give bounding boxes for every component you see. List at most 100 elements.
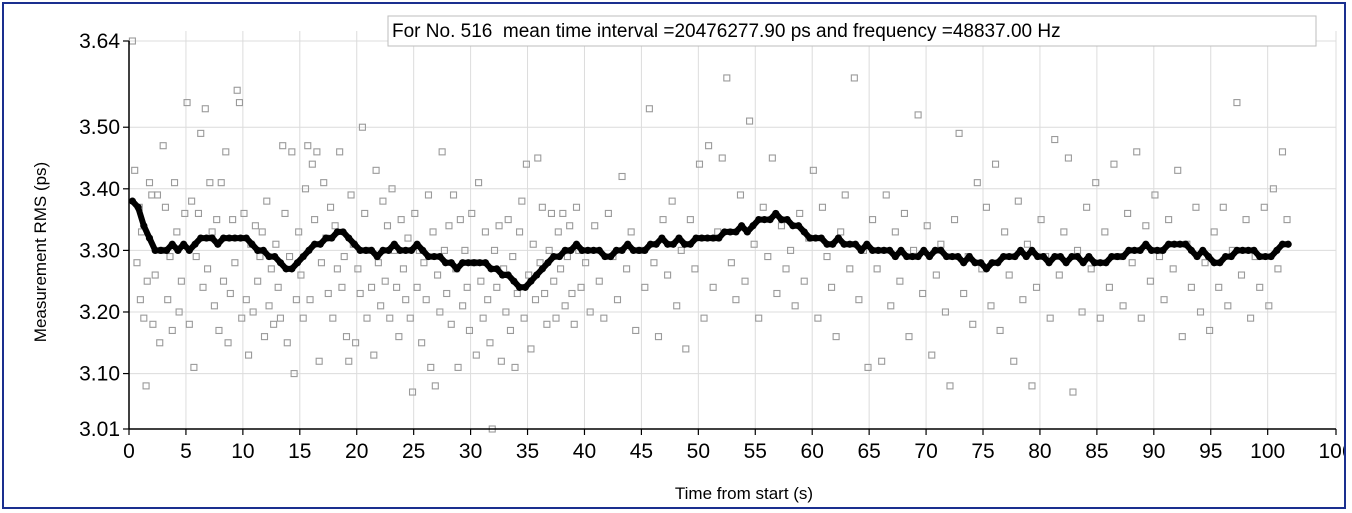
running-mean-point (829, 240, 837, 248)
annotation-box (387, 15, 1317, 47)
running-mean-point (1244, 246, 1252, 254)
measurement-point (472, 351, 480, 359)
measurement-point (449, 191, 458, 199)
running-mean-point (886, 246, 894, 254)
measurement-point (270, 320, 278, 328)
measurement-point (136, 296, 144, 304)
measurement-point (240, 209, 248, 217)
measurement-point (1187, 283, 1195, 291)
measurement-point (1278, 148, 1287, 156)
running-mean-point (806, 234, 814, 242)
measurement-point (386, 314, 394, 322)
running-mean-point (675, 234, 683, 242)
running-mean-point (601, 252, 609, 261)
y-tick-label: 3.40 (79, 178, 120, 201)
running-mean-point (726, 228, 734, 236)
running-mean-point (385, 246, 393, 254)
running-mean-point (328, 234, 336, 242)
running-mean-point (498, 271, 507, 279)
running-mean-point (447, 259, 455, 267)
running-mean-point (493, 265, 501, 273)
measurement-point (873, 265, 881, 273)
measurement-point (148, 191, 156, 199)
running-mean-point (476, 259, 484, 267)
running-mean-point (1005, 252, 1013, 261)
measurement-point (773, 289, 781, 298)
measurement-point (695, 160, 704, 168)
y-tick-label: 3.20 (79, 301, 120, 324)
measurement-point (306, 296, 314, 304)
measurement-point (645, 105, 653, 113)
running-mean-point (789, 222, 797, 230)
running-mean-point (1091, 259, 1099, 267)
measurement-point (996, 326, 1004, 335)
running-mean-point (1159, 246, 1167, 254)
measurement-point (1256, 283, 1264, 291)
measurement-point (140, 314, 148, 322)
measurement-point (367, 283, 376, 291)
running-mean-point (561, 246, 569, 254)
measurement-point (570, 320, 578, 328)
measurement-point (878, 357, 886, 365)
measurement-point (251, 222, 259, 230)
running-mean-point (977, 259, 985, 267)
running-mean-point (669, 240, 677, 248)
measurement-point (438, 148, 446, 156)
measurement-point (568, 289, 576, 298)
measurement-point (436, 308, 444, 316)
running-mean-point (1096, 259, 1104, 267)
y-tick-label: 3.50 (79, 116, 120, 139)
running-mean-point (527, 277, 535, 285)
running-mean-point (134, 203, 142, 211)
measurement-point (654, 333, 663, 341)
running-mean-point (777, 216, 786, 224)
measurement-point (204, 265, 212, 273)
measurement-point (197, 129, 205, 137)
measurement-point (832, 333, 840, 341)
running-mean-point (954, 252, 962, 261)
running-mean-point (709, 234, 717, 242)
measurement-point (882, 191, 890, 199)
measurement-point (864, 363, 872, 371)
running-mean-point (504, 271, 512, 279)
measurement-point (559, 209, 567, 217)
measurement-point (600, 314, 608, 322)
measurement-point (1119, 302, 1127, 310)
running-mean-point (840, 240, 848, 248)
measurement-point (855, 296, 863, 304)
measurement-point (746, 117, 754, 125)
measurement-point (1105, 283, 1113, 291)
running-mean-point (618, 246, 626, 254)
measurement-point (475, 179, 483, 187)
running-mean-point (612, 246, 620, 254)
running-mean-point (174, 246, 182, 254)
x-tick-label: 100 (1250, 440, 1285, 463)
running-mean-point (766, 216, 774, 224)
running-mean-point (1165, 240, 1173, 248)
measurement-point (506, 326, 515, 335)
measurement-point (397, 216, 405, 224)
measurement-point (361, 209, 369, 217)
measurement-point (173, 228, 181, 236)
measurement-point (618, 172, 626, 181)
measurement-point (1265, 302, 1273, 310)
measurement-point (347, 191, 355, 199)
measurement-point (787, 246, 795, 254)
running-mean-line (128, 197, 1292, 291)
running-mean-point (874, 246, 882, 254)
running-mean-point (208, 234, 216, 242)
measurement-point (1192, 203, 1200, 211)
measurement-point (1242, 216, 1250, 224)
running-mean-point (1062, 259, 1070, 267)
running-mean-point (908, 252, 917, 261)
measurement-point (493, 283, 501, 291)
running-mean-point (578, 246, 586, 254)
running-mean-point (783, 216, 791, 224)
running-mean-point (413, 240, 421, 248)
measurement-point (265, 302, 273, 310)
measurement-point (814, 314, 822, 322)
running-mean-path (129, 198, 1292, 291)
measurement-point (668, 197, 676, 205)
x-tick-label: 5 (180, 440, 192, 463)
